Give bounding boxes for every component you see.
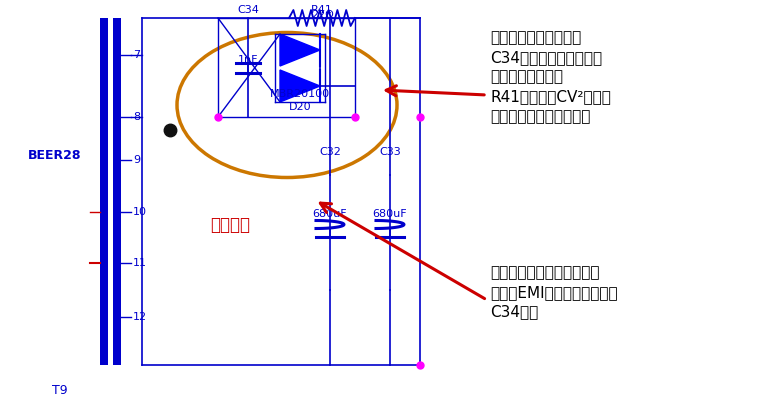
Text: 输出电路: 输出电路	[210, 216, 250, 234]
Text: BEER28: BEER28	[29, 148, 82, 162]
Text: C32: C32	[319, 147, 341, 157]
Polygon shape	[280, 70, 320, 102]
Text: C34: C34	[237, 5, 259, 15]
Text: 22Ω: 22Ω	[310, 10, 334, 20]
Polygon shape	[280, 34, 320, 66]
Text: R41: R41	[311, 5, 333, 15]
Text: 680uF: 680uF	[313, 208, 347, 218]
Text: MBR20100: MBR20100	[270, 89, 330, 99]
Text: C33: C33	[379, 147, 401, 157]
Bar	[100, 18, 108, 365]
Bar	[113, 18, 121, 365]
Text: 肖特基电容比较大，和
C34一起反射到初级起到
分布电容的作用。
R41消耗能量CV²，输出
电压高时这部分能量很大: 肖特基电容比较大，和 C34一起反射到初级起到 分布电容的作用。 R41消耗能量…	[490, 30, 611, 124]
Text: T9: T9	[52, 384, 68, 396]
Text: D20: D20	[289, 102, 311, 112]
Text: 8: 8	[133, 112, 141, 122]
Text: 680uF: 680uF	[373, 208, 408, 218]
Text: 11: 11	[133, 258, 147, 268]
Text: 提高变比有利于降低此损耗
在满足EMI的要求下尽量降低
C34的值: 提高变比有利于降低此损耗 在满足EMI的要求下尽量降低 C34的值	[490, 265, 618, 320]
Text: 7: 7	[133, 50, 141, 60]
Text: 1nF: 1nF	[238, 54, 259, 65]
Text: 12: 12	[133, 312, 147, 322]
Text: 10: 10	[133, 207, 147, 217]
Text: 9: 9	[133, 155, 141, 165]
